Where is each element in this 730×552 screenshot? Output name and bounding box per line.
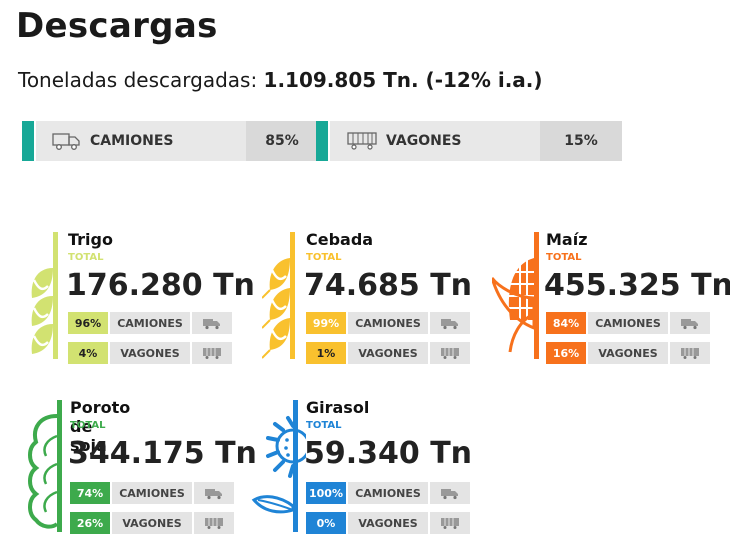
vagones-label: VAGONES bbox=[348, 512, 428, 534]
truck-icon bbox=[681, 318, 698, 329]
truck-icon bbox=[441, 318, 458, 329]
wagon-icon bbox=[204, 517, 224, 529]
total-tonnage: 1.109.805 Tn. (-12% i.a.) bbox=[263, 68, 543, 92]
camiones-row: 74% CAMIONES bbox=[70, 482, 234, 504]
crop-amount: 74.685 Tn bbox=[304, 268, 473, 303]
crop-name: Cebada bbox=[306, 230, 374, 249]
camiones-row: 99% CAMIONES bbox=[306, 312, 470, 334]
wagon-icon bbox=[440, 517, 460, 529]
summary-vagones-label: VAGONES bbox=[386, 133, 462, 149]
subtitle-prefix: Toneladas descargadas: bbox=[18, 68, 258, 92]
truck-icon bbox=[205, 488, 222, 499]
page-title: Descargas bbox=[16, 6, 218, 46]
vagones-label: VAGONES bbox=[112, 512, 192, 534]
summary-vagones: VAGONES 15% bbox=[316, 121, 622, 161]
vagones-pct: 1% bbox=[306, 342, 346, 364]
vagones-row: 26% VAGONES bbox=[70, 512, 234, 534]
camiones-pct: 99% bbox=[306, 312, 346, 334]
summary-camiones-pct: 85% bbox=[246, 121, 318, 161]
accent-strip bbox=[22, 121, 34, 161]
crop-amount: 59.340 Tn bbox=[304, 436, 473, 471]
total-label: TOTAL bbox=[68, 252, 104, 263]
wagon-icon bbox=[680, 347, 700, 359]
accent-strip bbox=[316, 121, 328, 161]
truck-icon bbox=[52, 133, 80, 150]
total-label: TOTAL bbox=[306, 420, 342, 431]
truck-icon bbox=[203, 318, 220, 329]
vagones-row: 1% VAGONES bbox=[306, 342, 470, 364]
wagon-icon bbox=[202, 347, 222, 359]
soybean-icon bbox=[28, 400, 62, 532]
wagon-icon bbox=[347, 132, 377, 150]
camiones-pct: 96% bbox=[68, 312, 108, 334]
crop-name: Poroto de soja bbox=[70, 398, 131, 455]
crop-name: Trigo bbox=[68, 230, 113, 249]
camiones-label: CAMIONES bbox=[348, 312, 428, 334]
vagones-pct: 0% bbox=[306, 512, 346, 534]
crop-amount: 176.280 Tn bbox=[66, 268, 255, 303]
vagones-pct: 26% bbox=[70, 512, 110, 534]
vagones-row: 16% VAGONES bbox=[546, 342, 710, 364]
summary-camiones: CAMIONES 85% bbox=[22, 121, 318, 161]
camiones-row: 84% CAMIONES bbox=[546, 312, 710, 334]
vagones-row: 0% VAGONES bbox=[306, 512, 470, 534]
total-label: TOTAL bbox=[306, 252, 342, 263]
crop-amount: 455.325 Tn bbox=[544, 268, 730, 303]
vagones-label: VAGONES bbox=[110, 342, 190, 364]
camiones-row: 96% CAMIONES bbox=[68, 312, 232, 334]
crop-amount: 344.175 Tn bbox=[68, 436, 257, 471]
camiones-label: CAMIONES bbox=[112, 482, 192, 504]
camiones-pct: 100% bbox=[306, 482, 346, 504]
camiones-pct: 84% bbox=[546, 312, 586, 334]
summary-vagones-pct: 15% bbox=[540, 121, 622, 161]
vagones-label: VAGONES bbox=[588, 342, 668, 364]
vagones-pct: 4% bbox=[68, 342, 108, 364]
wagon-icon bbox=[440, 347, 460, 359]
total-label: TOTAL bbox=[70, 420, 106, 431]
vagones-label: VAGONES bbox=[348, 342, 428, 364]
camiones-label: CAMIONES bbox=[110, 312, 190, 334]
camiones-pct: 74% bbox=[70, 482, 110, 504]
crop-name: Girasol bbox=[306, 398, 370, 417]
camiones-label: CAMIONES bbox=[348, 482, 428, 504]
subtitle: Toneladas descargadas: 1.109.805 Tn. (-1… bbox=[18, 68, 543, 92]
vagones-row: 4% VAGONES bbox=[68, 342, 232, 364]
camiones-label: CAMIONES bbox=[588, 312, 668, 334]
crop-name: Maíz bbox=[546, 230, 588, 249]
barley-icon bbox=[262, 232, 295, 359]
summary-camiones-label: CAMIONES bbox=[90, 133, 174, 149]
truck-icon bbox=[441, 488, 458, 499]
corn-icon bbox=[492, 232, 539, 359]
vagones-pct: 16% bbox=[546, 342, 586, 364]
wheat-icon bbox=[31, 232, 58, 359]
sunflower-icon bbox=[251, 400, 306, 532]
camiones-row: 100% CAMIONES bbox=[306, 482, 470, 504]
total-label: TOTAL bbox=[546, 252, 582, 263]
